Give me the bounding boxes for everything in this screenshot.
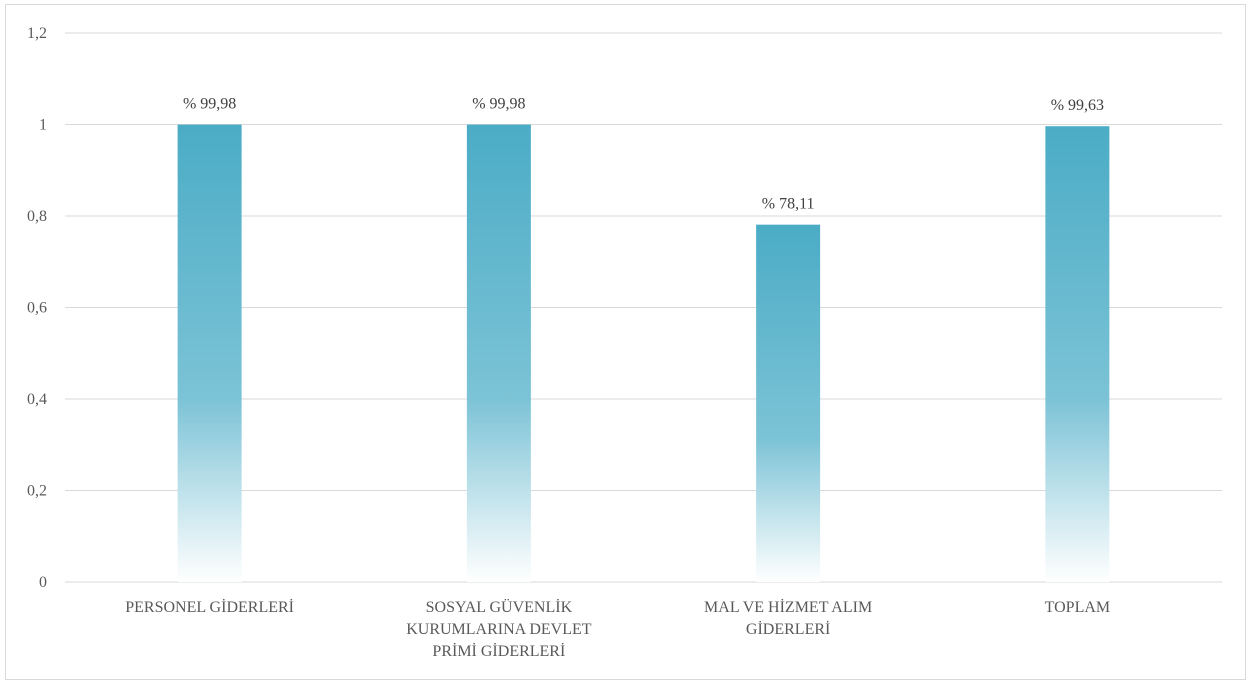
category-label-line: PERSONEL GİDERLERİ <box>125 598 294 616</box>
category-label: TOPLAM <box>1045 599 1111 616</box>
bar <box>466 124 531 583</box>
y-tick-label: 1,2 <box>27 25 47 42</box>
bars <box>177 124 1110 583</box>
y-tick-label: 0,4 <box>27 391 47 408</box>
data-label: % 78,11 <box>762 196 815 213</box>
y-tick-label: 0,8 <box>27 208 47 225</box>
bar <box>756 224 821 583</box>
gridlines <box>65 32 1222 583</box>
data-labels: % 99,98 % 99,98 % 78,11 % 99,63 <box>183 96 1104 213</box>
category-label: MAL VE HİZMET ALIM GİDERLERİ <box>704 598 872 638</box>
category-labels: PERSONEL GİDERLERİ SOSYAL GÜVENLİK KURUMLA… <box>125 598 1110 660</box>
y-tick-label: 1 <box>39 117 47 134</box>
category-label: SOSYAL GÜVENLİK KURUMLARINA DEVLET PRİMİ G… <box>406 598 592 660</box>
y-tick-label: 0 <box>39 574 47 591</box>
data-label: % 99,98 <box>183 96 236 113</box>
y-axis-ticks: 0 0,2 0,4 0,6 0,8 1 1,2 <box>27 25 47 591</box>
category-label-line: MAL VE HİZMET ALIM <box>704 598 872 616</box>
category-label-line: TOPLAM <box>1045 599 1111 616</box>
bar <box>177 124 242 583</box>
category-label-line: GİDERLERİ <box>746 620 830 638</box>
category-label-line: PRİMİ GİDERLERİ <box>432 642 565 660</box>
category-label-line: SOSYAL GÜVENLİK <box>426 598 573 616</box>
y-tick-label: 0,6 <box>27 300 47 317</box>
category-label-line: KURUMLARINA DEVLET <box>406 621 592 638</box>
data-label: % 99,98 <box>472 96 525 113</box>
bar <box>1045 126 1110 582</box>
y-tick-label: 0,2 <box>27 483 47 500</box>
category-label: PERSONEL GİDERLERİ <box>125 598 294 616</box>
data-label: % 99,63 <box>1051 97 1104 114</box>
